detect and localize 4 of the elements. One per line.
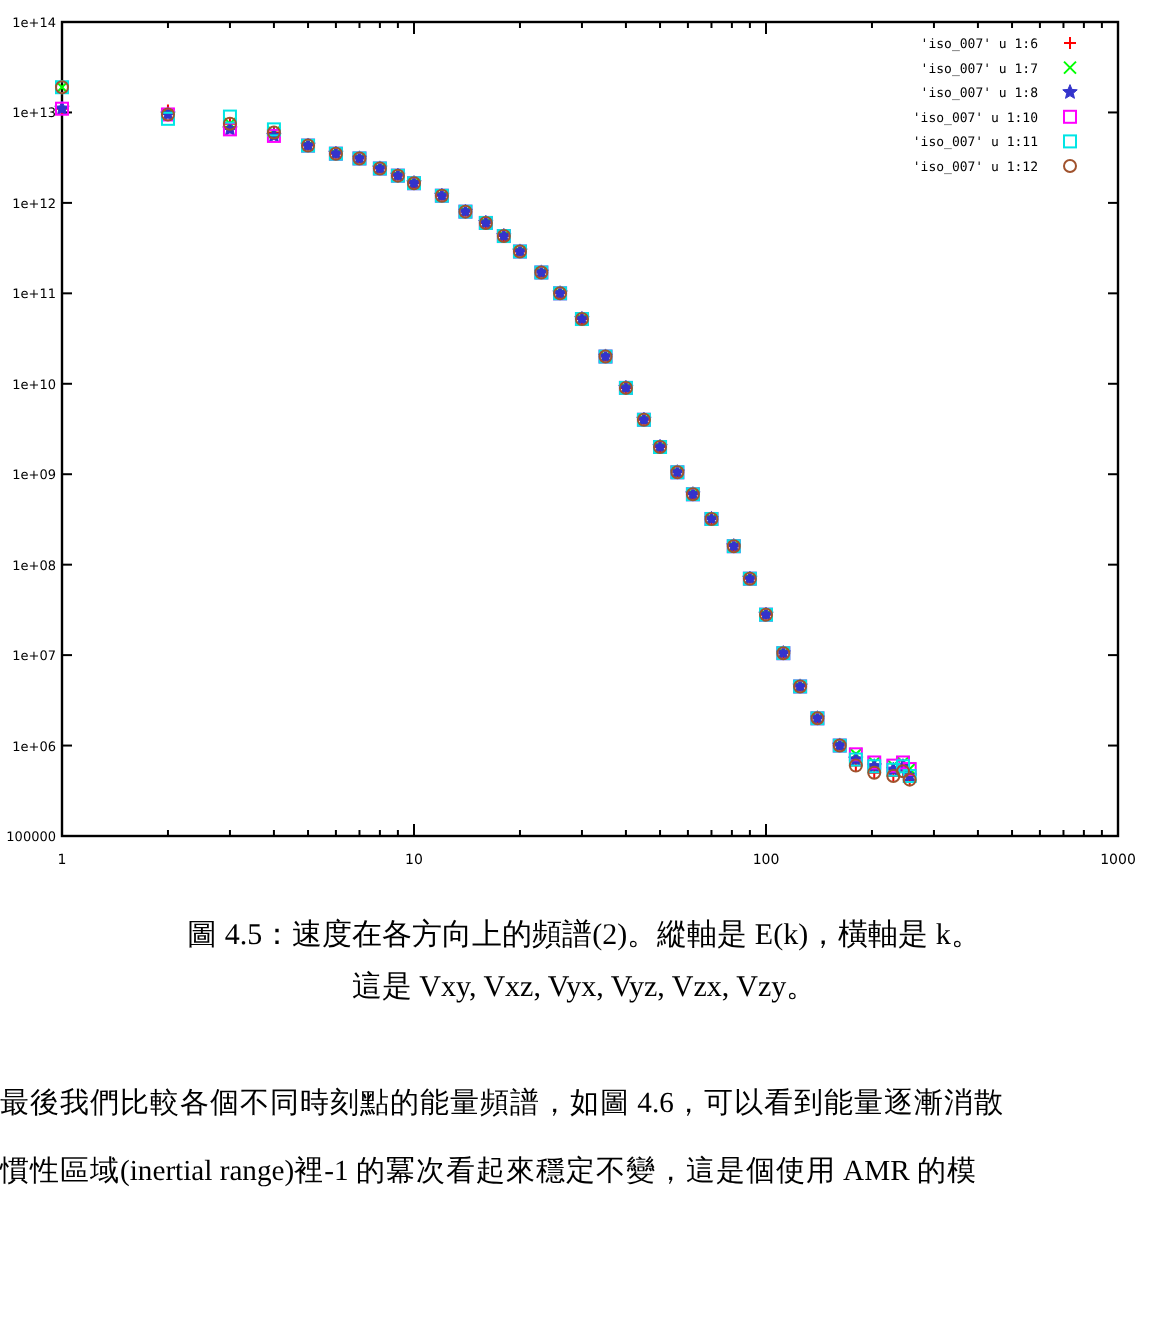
text: 這是 Vxy, Vxz, Vyx, Vyz, Vzx, Vzy。 — [351, 970, 817, 1004]
caption: 圖 4.5：速度在各方向上的頻譜(2)。縱軸是 E(k)，橫軸是 k。 — [187, 918, 981, 952]
text: 慣性區域(inertial range)裡-1 的冪次看起來穩定不變，這是個使用 AMR 的模 — [0, 1154, 977, 1188]
text: 最後我們比較各個不同時刻點的能量頻譜，如圖 4.6，可以看到能量逐漸消散 — [0, 1086, 1004, 1120]
